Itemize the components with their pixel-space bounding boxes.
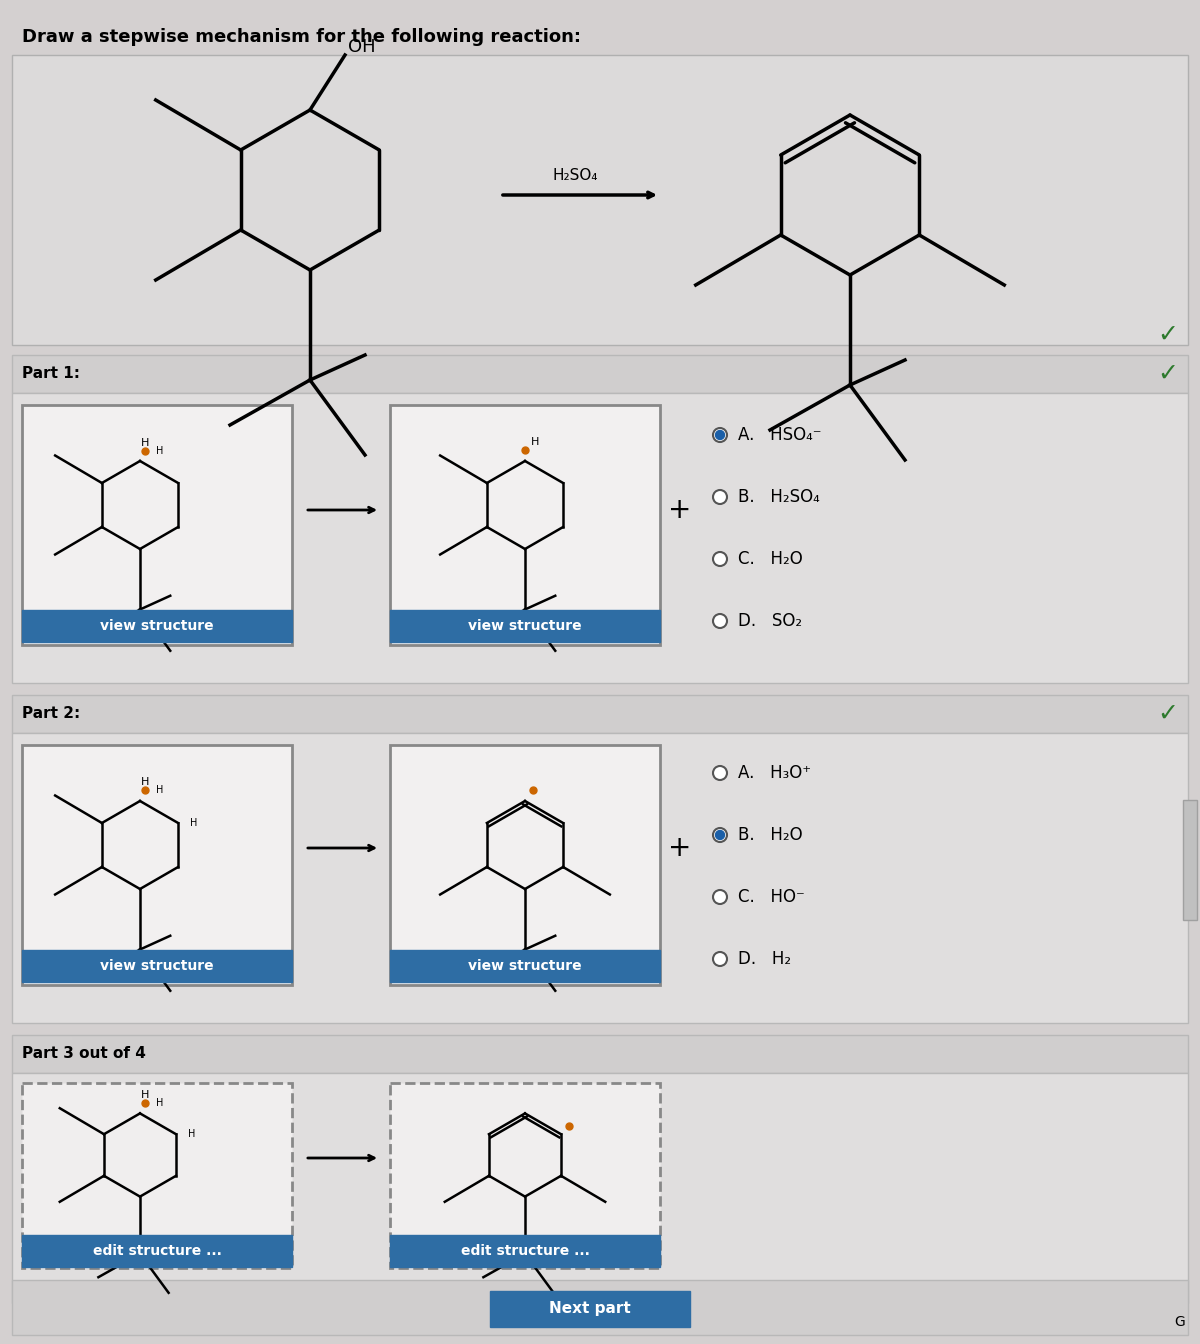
Text: H: H: [530, 437, 539, 446]
Polygon shape: [390, 610, 660, 642]
Polygon shape: [12, 732, 1188, 1023]
Polygon shape: [12, 355, 1188, 392]
Polygon shape: [390, 1083, 660, 1267]
Text: Part 2:: Part 2:: [22, 707, 80, 722]
Polygon shape: [22, 405, 292, 645]
Polygon shape: [390, 745, 660, 985]
Polygon shape: [1183, 800, 1198, 921]
Text: D.   H₂: D. H₂: [738, 950, 791, 968]
Polygon shape: [390, 1235, 660, 1267]
Text: Part 3 out of 4: Part 3 out of 4: [22, 1047, 146, 1062]
Polygon shape: [490, 1292, 690, 1327]
Text: +: +: [668, 835, 691, 862]
Polygon shape: [22, 1235, 292, 1267]
Text: ✓: ✓: [1158, 362, 1178, 386]
Text: A.   HSO₄⁻: A. HSO₄⁻: [738, 426, 822, 444]
Text: view structure: view structure: [100, 960, 214, 973]
Polygon shape: [22, 745, 292, 985]
Text: H: H: [190, 818, 198, 828]
Polygon shape: [22, 610, 292, 642]
Polygon shape: [390, 950, 660, 982]
Text: view structure: view structure: [468, 960, 582, 973]
Circle shape: [713, 828, 727, 841]
Text: edit structure ...: edit structure ...: [92, 1245, 222, 1258]
Text: H: H: [140, 777, 149, 786]
Polygon shape: [12, 1073, 1188, 1302]
Text: H: H: [140, 438, 149, 449]
Text: D.   SO₂: D. SO₂: [738, 612, 802, 630]
Circle shape: [713, 952, 727, 966]
Polygon shape: [12, 695, 1188, 732]
Text: edit structure ...: edit structure ...: [461, 1245, 589, 1258]
Circle shape: [713, 890, 727, 905]
Text: +: +: [668, 496, 691, 524]
Text: OH: OH: [348, 38, 376, 56]
Polygon shape: [12, 1279, 1188, 1335]
Text: H: H: [140, 1090, 149, 1101]
Text: B.   H₂O: B. H₂O: [738, 827, 803, 844]
Circle shape: [713, 427, 727, 442]
Text: A.   H₃O⁺: A. H₃O⁺: [738, 763, 811, 782]
Polygon shape: [22, 950, 292, 982]
Circle shape: [713, 766, 727, 780]
Text: H: H: [156, 446, 163, 456]
Text: G: G: [1175, 1314, 1186, 1329]
Text: Part 1:: Part 1:: [22, 367, 80, 382]
Polygon shape: [12, 55, 1188, 345]
Circle shape: [713, 491, 727, 504]
Polygon shape: [22, 1083, 292, 1267]
Text: view structure: view structure: [468, 620, 582, 633]
Text: Draw a stepwise mechanism for the following reaction:: Draw a stepwise mechanism for the follow…: [22, 28, 581, 46]
Circle shape: [713, 552, 727, 566]
Polygon shape: [12, 1035, 1188, 1073]
Text: H₂SO₄: H₂SO₄: [552, 168, 598, 183]
Text: H: H: [156, 785, 163, 796]
Text: ✓: ✓: [1158, 323, 1178, 347]
Text: H: H: [156, 1098, 163, 1107]
Circle shape: [715, 831, 725, 840]
Text: H: H: [188, 1129, 196, 1140]
Text: C.   H₂O: C. H₂O: [738, 550, 803, 569]
Text: B.   H₂SO₄: B. H₂SO₄: [738, 488, 820, 505]
Text: ✓: ✓: [1158, 702, 1178, 726]
Polygon shape: [12, 392, 1188, 683]
Circle shape: [713, 614, 727, 628]
Text: view structure: view structure: [100, 620, 214, 633]
Text: C.   HO⁻: C. HO⁻: [738, 888, 805, 906]
Polygon shape: [390, 405, 660, 645]
Circle shape: [715, 430, 725, 439]
Text: Next part: Next part: [550, 1301, 631, 1317]
